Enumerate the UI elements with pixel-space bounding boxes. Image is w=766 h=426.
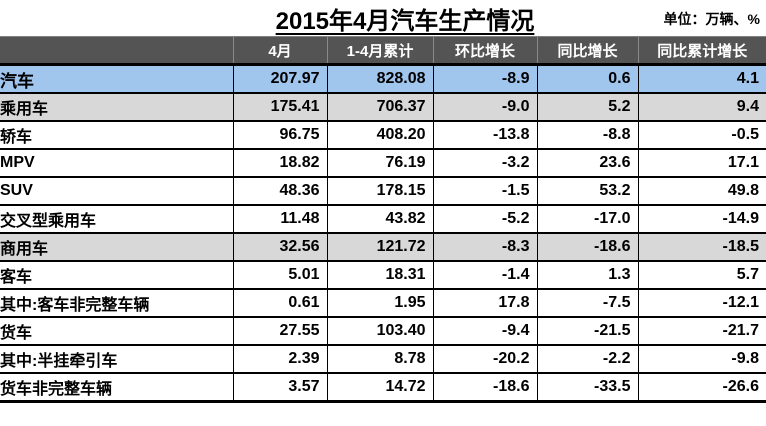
cell-value: 18.31 [326,261,433,290]
cell-value: -21.7 [637,317,766,346]
cell-value: 96.75 [232,121,327,150]
cell-value: -20.2 [432,345,537,374]
table-row-commercial: 商用车 32.56 121.72 -8.3 -18.6 -18.5 [0,233,766,262]
cell-value: 8.78 [326,345,433,374]
cell-value: 49.8 [637,177,766,206]
cell-value: -21.5 [536,317,638,346]
cell-value: 14.72 [326,373,433,403]
cell-value: 1.3 [536,261,638,290]
table-row-truck-incomplete: 货车非完整车辆 3.57 14.72 -18.6 -33.5 -26.6 [0,373,766,403]
table-row-auto-total: 汽车 207.97 828.08 -8.9 0.6 4.1 [0,64,766,94]
cell-value: 17.1 [637,149,766,178]
cell-value: 11.48 [232,205,327,234]
cell-value: -18.5 [637,233,766,262]
cell-value: 9.4 [637,93,766,122]
column-header-yoy-cum-growth: 同比累计增长 [637,36,766,66]
cell-value: -1.4 [432,261,537,290]
table-row-semi-trailer: 其中:半挂牵引车 2.39 8.78 -20.2 -2.2 -9.8 [0,345,766,374]
cell-value: 103.40 [326,317,433,346]
cell-value: -8.3 [432,233,537,262]
cell-value: 5.2 [536,93,638,122]
column-header-mom-growth: 环比增长 [432,36,537,66]
cell-value: 1.95 [326,289,433,318]
row-label: 汽车 [0,64,233,94]
cell-value: 2.39 [232,345,327,374]
table-row-mpv: MPV 18.82 76.19 -3.2 23.6 17.1 [0,149,766,178]
cell-value: 5.7 [637,261,766,290]
row-label: 乘用车 [0,93,233,122]
cell-value: -1.5 [432,177,537,206]
cell-value: 18.82 [232,149,327,178]
table-row-crossover: 交叉型乘用车 11.48 43.82 -5.2 -17.0 -14.9 [0,205,766,234]
table-row-bus: 客车 5.01 18.31 -1.4 1.3 5.7 [0,261,766,290]
cell-value: -26.6 [637,373,766,403]
cell-value: -14.9 [637,205,766,234]
cell-value: -2.2 [536,345,638,374]
cell-value: 76.19 [326,149,433,178]
row-label: 货车 [0,317,233,346]
cell-value: 32.56 [232,233,327,262]
table-row-truck: 货车 27.55 103.40 -9.4 -21.5 -21.7 [0,317,766,346]
cell-value: -3.2 [432,149,537,178]
cell-value: 43.82 [326,205,433,234]
title-row: 2015年4月汽车生产情况 [0,1,766,36]
column-header-yoy-growth: 同比增长 [536,36,638,66]
cell-value: 706.37 [326,93,433,122]
cell-value: 23.6 [536,149,638,178]
cell-value: -7.5 [536,289,638,318]
table-row-passenger: 乘用车 175.41 706.37 -9.0 5.2 9.4 [0,93,766,122]
cell-value: -5.2 [432,205,537,234]
cell-value: -9.8 [637,345,766,374]
row-label: MPV [0,149,233,178]
column-header-cumulative: 1-4月累计 [326,36,433,66]
cell-value: 408.20 [326,121,433,150]
cell-value: -9.4 [432,317,537,346]
cell-value: 828.08 [326,64,433,94]
production-table: 4月 1-4月累计 环比增长 同比增长 同比累计增长 汽车 207.97 828… [0,36,766,403]
cell-value: 3.57 [232,373,327,403]
cell-value: 0.6 [536,64,638,94]
row-label: 客车 [0,261,233,290]
row-label: SUV [0,177,233,206]
cell-value: 207.97 [232,64,327,94]
row-label: 其中:客车非完整车辆 [0,289,233,318]
cell-value: -17.0 [536,205,638,234]
table-row-bus-incomplete: 其中:客车非完整车辆 0.61 1.95 17.8 -7.5 -12.1 [0,289,766,318]
cell-value: 17.8 [432,289,537,318]
cell-value: -9.0 [432,93,537,122]
table-row-suv: SUV 48.36 178.15 -1.5 53.2 49.8 [0,177,766,206]
row-label: 交叉型乘用车 [0,205,233,234]
cell-value: 178.15 [326,177,433,206]
cell-value: -0.5 [637,121,766,150]
cell-value: -33.5 [536,373,638,403]
cell-value: -18.6 [432,373,537,403]
unit-label: 单位：万辆、% [663,11,760,27]
cell-value: -13.8 [432,121,537,150]
cell-value: -18.6 [536,233,638,262]
row-label: 货车非完整车辆 [0,373,233,403]
cell-value: 5.01 [232,261,327,290]
column-header-blank [0,36,233,66]
cell-value: 48.36 [232,177,327,206]
cell-value: -8.8 [536,121,638,150]
column-header-month: 4月 [232,36,327,66]
cell-value: 27.55 [232,317,327,346]
row-label: 轿车 [0,121,233,150]
cell-value: 0.61 [232,289,327,318]
cell-value: 53.2 [536,177,638,206]
cell-value: -8.9 [432,64,537,94]
page-title: 2015年4月汽车生产情况 [275,8,535,35]
cell-value: 121.72 [326,233,433,262]
row-label: 其中:半挂牵引车 [0,345,233,374]
cell-value: -12.1 [637,289,766,318]
header-row: 4月 1-4月累计 环比增长 同比增长 同比累计增长 [0,36,766,66]
table-row-sedan: 轿车 96.75 408.20 -13.8 -8.8 -0.5 [0,121,766,150]
cell-value: 175.41 [232,93,327,122]
cell-value: 4.1 [637,64,766,94]
row-label: 商用车 [0,233,233,262]
